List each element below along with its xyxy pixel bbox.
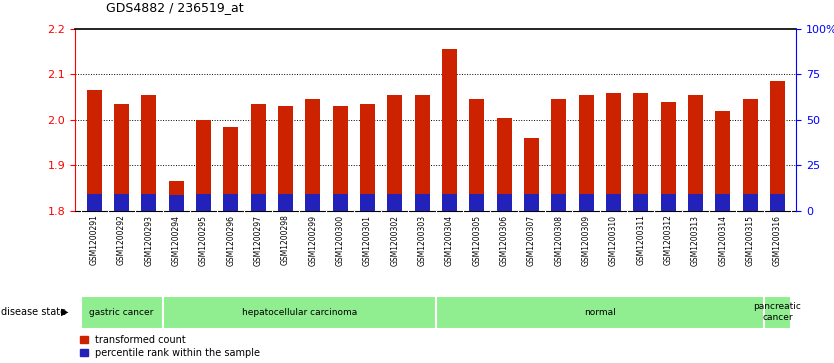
Bar xyxy=(770,81,785,211)
Bar xyxy=(278,106,293,211)
Bar xyxy=(196,120,211,211)
Text: GSM1200315: GSM1200315 xyxy=(746,215,755,266)
Bar xyxy=(414,194,430,211)
Bar xyxy=(141,95,156,211)
Bar xyxy=(524,194,539,211)
FancyBboxPatch shape xyxy=(163,296,435,329)
Bar xyxy=(87,194,102,211)
Text: GSM1200311: GSM1200311 xyxy=(636,215,646,265)
FancyBboxPatch shape xyxy=(435,296,764,329)
Bar xyxy=(470,194,485,211)
Text: GSM1200307: GSM1200307 xyxy=(527,215,536,266)
Text: GSM1200303: GSM1200303 xyxy=(418,215,427,266)
Bar xyxy=(661,194,676,211)
Bar xyxy=(551,99,566,211)
FancyBboxPatch shape xyxy=(764,296,791,329)
Text: GSM1200300: GSM1200300 xyxy=(335,215,344,266)
Bar xyxy=(305,194,320,211)
Text: hepatocellular carcinoma: hepatocellular carcinoma xyxy=(242,308,357,317)
Bar xyxy=(633,93,648,211)
Text: GSM1200306: GSM1200306 xyxy=(500,215,509,266)
Text: GSM1200302: GSM1200302 xyxy=(390,215,399,266)
Bar xyxy=(224,127,239,211)
Bar xyxy=(688,95,703,211)
Bar xyxy=(716,111,731,211)
Text: normal: normal xyxy=(584,308,615,317)
Bar xyxy=(442,49,457,211)
Text: GSM1200291: GSM1200291 xyxy=(90,215,98,265)
Legend: transformed count, percentile rank within the sample: transformed count, percentile rank withi… xyxy=(80,335,260,358)
Text: GSM1200314: GSM1200314 xyxy=(718,215,727,266)
Bar xyxy=(360,104,375,211)
Text: GSM1200310: GSM1200310 xyxy=(609,215,618,266)
Text: GSM1200308: GSM1200308 xyxy=(555,215,563,266)
Text: gastric cancer: gastric cancer xyxy=(89,308,153,317)
Bar xyxy=(333,106,348,211)
Bar xyxy=(470,99,485,211)
Bar xyxy=(496,194,511,211)
Bar xyxy=(251,194,266,211)
Text: GDS4882 / 236519_at: GDS4882 / 236519_at xyxy=(106,1,244,15)
Bar xyxy=(742,194,757,211)
Bar xyxy=(360,194,375,211)
Text: pancreatic
cancer: pancreatic cancer xyxy=(753,302,801,322)
Text: disease state: disease state xyxy=(1,307,66,317)
Bar xyxy=(224,194,239,211)
Bar xyxy=(551,194,566,211)
Bar xyxy=(661,102,676,211)
Bar xyxy=(114,195,129,211)
Bar xyxy=(168,181,183,211)
Bar xyxy=(278,194,293,211)
Bar xyxy=(333,194,348,211)
Text: GSM1200309: GSM1200309 xyxy=(581,215,590,266)
Bar xyxy=(579,95,594,211)
Bar xyxy=(496,118,511,211)
Text: GSM1200304: GSM1200304 xyxy=(445,215,454,266)
Text: GSM1200294: GSM1200294 xyxy=(172,215,181,266)
Bar xyxy=(770,194,785,211)
Bar xyxy=(87,90,102,211)
Bar xyxy=(196,194,211,211)
Text: GSM1200301: GSM1200301 xyxy=(363,215,372,266)
Bar xyxy=(605,194,620,211)
Text: GSM1200296: GSM1200296 xyxy=(226,215,235,266)
Bar xyxy=(579,194,594,211)
Bar xyxy=(168,195,183,211)
Text: GSM1200297: GSM1200297 xyxy=(254,215,263,266)
Text: GSM1200305: GSM1200305 xyxy=(472,215,481,266)
Text: GSM1200293: GSM1200293 xyxy=(144,215,153,266)
Bar xyxy=(605,93,620,211)
Bar xyxy=(742,99,757,211)
Bar xyxy=(442,194,457,211)
Bar xyxy=(633,194,648,211)
Bar xyxy=(387,194,402,211)
FancyBboxPatch shape xyxy=(81,296,163,329)
Text: GSM1200298: GSM1200298 xyxy=(281,215,290,265)
Bar xyxy=(716,194,731,211)
Bar xyxy=(305,99,320,211)
Bar xyxy=(114,104,129,211)
Bar xyxy=(524,138,539,211)
Text: GSM1200316: GSM1200316 xyxy=(773,215,781,266)
Text: GSM1200295: GSM1200295 xyxy=(199,215,208,266)
Text: ▶: ▶ xyxy=(61,307,68,317)
Bar xyxy=(251,104,266,211)
Text: GSM1200292: GSM1200292 xyxy=(117,215,126,265)
Bar xyxy=(141,194,156,211)
Text: GSM1200312: GSM1200312 xyxy=(664,215,672,265)
Bar xyxy=(414,95,430,211)
Text: GSM1200299: GSM1200299 xyxy=(309,215,317,266)
Bar xyxy=(387,95,402,211)
Text: GSM1200313: GSM1200313 xyxy=(691,215,700,266)
Bar xyxy=(688,194,703,211)
